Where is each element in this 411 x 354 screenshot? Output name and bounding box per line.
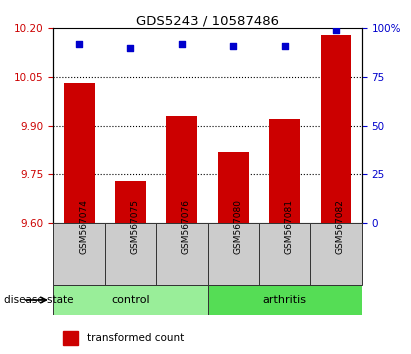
- Bar: [208, 223, 259, 285]
- Bar: [321, 35, 351, 223]
- Title: GDS5243 / 10587486: GDS5243 / 10587486: [136, 14, 279, 27]
- Bar: [64, 84, 95, 223]
- Text: disease state: disease state: [4, 295, 74, 305]
- Bar: [218, 152, 249, 223]
- Text: GSM567081: GSM567081: [284, 199, 293, 253]
- Text: arthritis: arthritis: [263, 295, 307, 305]
- Bar: [166, 116, 197, 223]
- Text: GSM567074: GSM567074: [79, 199, 88, 253]
- Point: [230, 43, 237, 48]
- Text: GSM567080: GSM567080: [233, 199, 242, 253]
- Bar: [208, 285, 362, 315]
- Bar: [105, 223, 156, 285]
- Point: [281, 43, 288, 48]
- Text: transformed count: transformed count: [87, 333, 185, 343]
- Bar: [53, 223, 105, 285]
- Bar: [269, 119, 300, 223]
- Bar: [62, 331, 78, 345]
- Text: GSM567082: GSM567082: [336, 199, 345, 253]
- Bar: [115, 181, 146, 223]
- Bar: [310, 223, 362, 285]
- Point: [178, 41, 185, 47]
- Point: [76, 41, 82, 47]
- Point: [333, 27, 339, 33]
- Bar: [53, 285, 208, 315]
- Bar: [259, 223, 310, 285]
- Bar: [156, 223, 208, 285]
- Point: [127, 45, 134, 51]
- Text: GSM567076: GSM567076: [182, 199, 191, 253]
- Text: GSM567075: GSM567075: [130, 199, 139, 253]
- Text: control: control: [111, 295, 150, 305]
